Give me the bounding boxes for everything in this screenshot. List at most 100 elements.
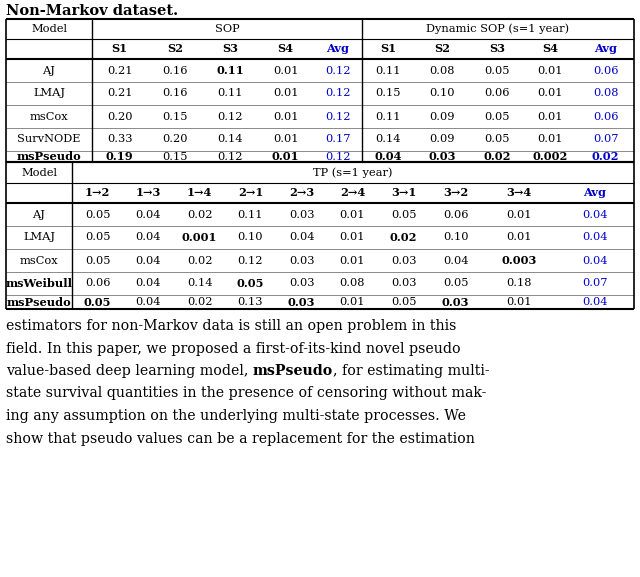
Text: 0.14: 0.14 xyxy=(376,134,401,144)
Text: estimators for non-Markov data is still an open problem in this: estimators for non-Markov data is still … xyxy=(6,319,456,333)
Text: 0.11: 0.11 xyxy=(218,88,243,99)
Text: 0.05: 0.05 xyxy=(84,233,110,242)
Text: S1: S1 xyxy=(380,43,397,54)
Text: 0.04: 0.04 xyxy=(582,297,608,307)
Text: state survival quantities in the presence of censoring without mak-: state survival quantities in the presenc… xyxy=(6,387,486,400)
Text: AJ: AJ xyxy=(43,66,56,76)
Text: 0.12: 0.12 xyxy=(324,88,350,99)
Text: 1→4: 1→4 xyxy=(187,188,212,198)
Text: 0.12: 0.12 xyxy=(218,152,243,162)
Text: 0.09: 0.09 xyxy=(429,111,455,122)
Text: 0.04: 0.04 xyxy=(582,256,608,265)
Text: 0.11: 0.11 xyxy=(237,209,263,219)
Text: 0.08: 0.08 xyxy=(340,279,365,288)
Text: SOP: SOP xyxy=(214,24,239,34)
Text: 2→4: 2→4 xyxy=(340,188,365,198)
Text: LMAJ: LMAJ xyxy=(33,88,65,99)
Text: 0.02: 0.02 xyxy=(592,151,620,162)
Text: msPseudo: msPseudo xyxy=(17,151,81,162)
Text: 0.05: 0.05 xyxy=(84,209,110,219)
Text: 0.11: 0.11 xyxy=(376,66,401,76)
Text: 0.05: 0.05 xyxy=(484,111,509,122)
Text: 0.20: 0.20 xyxy=(107,111,132,122)
Text: 0.15: 0.15 xyxy=(163,152,188,162)
Text: 0.05: 0.05 xyxy=(391,297,416,307)
Text: field. In this paper, we proposed a first-of-its-kind novel pseudo: field. In this paper, we proposed a firs… xyxy=(6,342,461,355)
Text: 0.12: 0.12 xyxy=(324,111,350,122)
Text: 0.04: 0.04 xyxy=(136,209,161,219)
Text: 0.02: 0.02 xyxy=(187,297,212,307)
Text: Avg: Avg xyxy=(594,43,617,54)
Text: 0.04: 0.04 xyxy=(136,279,161,288)
Text: 0.01: 0.01 xyxy=(506,233,532,242)
Text: 0.03: 0.03 xyxy=(289,256,314,265)
Text: 0.01: 0.01 xyxy=(538,66,563,76)
Text: Avg: Avg xyxy=(584,188,607,198)
Text: SurvNODE: SurvNODE xyxy=(17,134,81,144)
Text: Dynamic SOP (s=1 year): Dynamic SOP (s=1 year) xyxy=(426,24,570,34)
Text: msPseudo: msPseudo xyxy=(6,297,72,308)
Text: 0.01: 0.01 xyxy=(538,88,563,99)
Text: 0.06: 0.06 xyxy=(84,279,110,288)
Text: 0.14: 0.14 xyxy=(218,134,243,144)
Text: 0.10: 0.10 xyxy=(443,233,468,242)
Text: 0.06: 0.06 xyxy=(443,209,468,219)
Text: 1→2: 1→2 xyxy=(85,188,110,198)
Text: 0.03: 0.03 xyxy=(289,279,314,288)
Text: 0.13: 0.13 xyxy=(237,297,263,307)
Text: S4: S4 xyxy=(543,43,559,54)
Text: 0.01: 0.01 xyxy=(340,209,365,219)
Text: 0.01: 0.01 xyxy=(273,134,298,144)
Text: 0.15: 0.15 xyxy=(163,111,188,122)
Text: 3→2: 3→2 xyxy=(443,188,468,198)
Text: TP (s=1 year): TP (s=1 year) xyxy=(313,167,393,178)
Text: 0.11: 0.11 xyxy=(376,111,401,122)
Text: 0.06: 0.06 xyxy=(593,66,618,76)
Text: 0.05: 0.05 xyxy=(484,134,509,144)
Text: 0.04: 0.04 xyxy=(443,256,468,265)
Text: 0.03: 0.03 xyxy=(289,209,314,219)
Text: msCox: msCox xyxy=(29,111,68,122)
Text: 0.16: 0.16 xyxy=(163,66,188,76)
Text: 0.17: 0.17 xyxy=(324,134,350,144)
Text: 0.07: 0.07 xyxy=(593,134,618,144)
Text: 0.01: 0.01 xyxy=(273,88,298,99)
Text: AJ: AJ xyxy=(33,209,45,219)
Text: 0.06: 0.06 xyxy=(593,111,618,122)
Text: 0.01: 0.01 xyxy=(538,111,563,122)
Text: 0.02: 0.02 xyxy=(483,151,511,162)
Text: value-based deep learning model,: value-based deep learning model, xyxy=(6,364,253,378)
Text: 0.21: 0.21 xyxy=(107,66,132,76)
Text: 2→1: 2→1 xyxy=(238,188,263,198)
Text: 0.12: 0.12 xyxy=(324,152,350,162)
Text: 0.05: 0.05 xyxy=(391,209,416,219)
Text: 0.02: 0.02 xyxy=(187,256,212,265)
Text: 0.05: 0.05 xyxy=(237,278,264,289)
Text: S1: S1 xyxy=(111,43,127,54)
Text: 0.15: 0.15 xyxy=(376,88,401,99)
Text: msPseudo: msPseudo xyxy=(253,364,333,378)
Text: 0.11: 0.11 xyxy=(216,65,244,76)
Text: 0.01: 0.01 xyxy=(538,134,563,144)
Text: S2: S2 xyxy=(167,43,183,54)
Text: 0.03: 0.03 xyxy=(391,279,416,288)
Text: 0.21: 0.21 xyxy=(107,88,132,99)
Text: 0.01: 0.01 xyxy=(272,151,300,162)
Text: Non-Markov dataset.: Non-Markov dataset. xyxy=(6,4,178,18)
Text: LMAJ: LMAJ xyxy=(23,233,55,242)
Text: 0.12: 0.12 xyxy=(324,66,350,76)
Text: 0.04: 0.04 xyxy=(375,151,403,162)
Text: 2→3: 2→3 xyxy=(289,188,314,198)
Text: 0.12: 0.12 xyxy=(218,111,243,122)
Text: 0.03: 0.03 xyxy=(442,297,469,308)
Text: 0.05: 0.05 xyxy=(484,66,509,76)
Text: 0.03: 0.03 xyxy=(429,151,456,162)
Text: 0.16: 0.16 xyxy=(163,88,188,99)
Text: 0.08: 0.08 xyxy=(593,88,618,99)
Text: 0.10: 0.10 xyxy=(237,233,263,242)
Text: msWeibull: msWeibull xyxy=(6,278,72,289)
Text: ing any assumption on the underlying multi-state processes. We: ing any assumption on the underlying mul… xyxy=(6,409,466,423)
Text: 0.19: 0.19 xyxy=(106,151,133,162)
Text: 0.33: 0.33 xyxy=(107,134,132,144)
Text: 0.01: 0.01 xyxy=(340,233,365,242)
